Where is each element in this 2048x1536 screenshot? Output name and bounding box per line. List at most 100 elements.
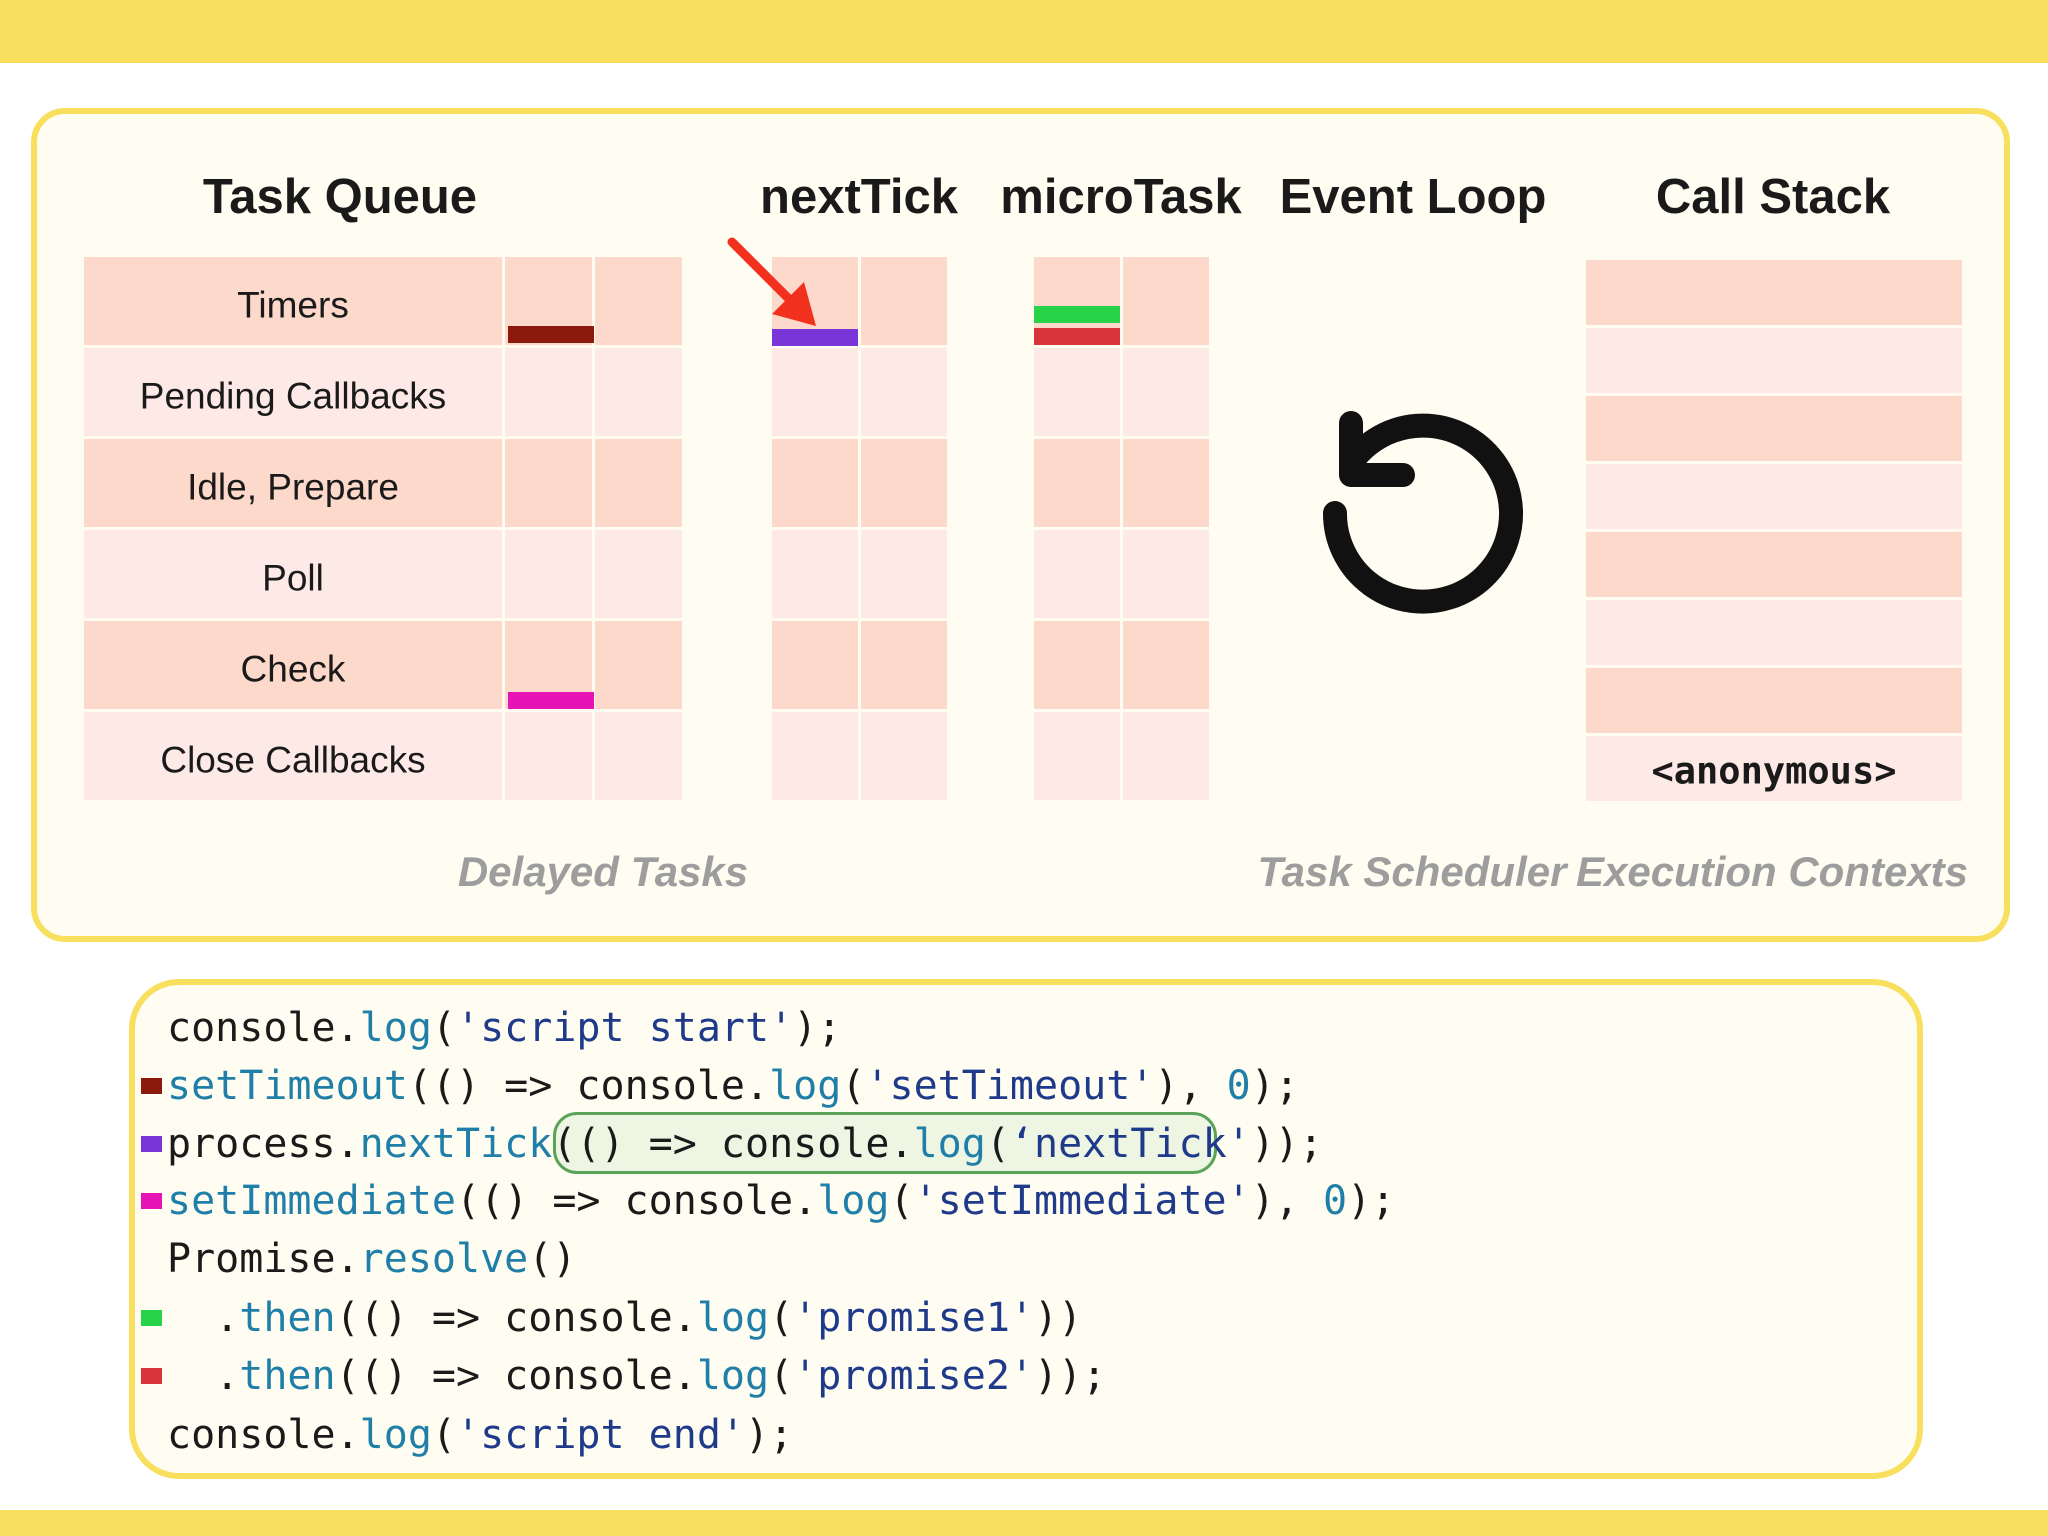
code-line-8: console.log('script end'); <box>167 1415 793 1455</box>
event-loop-heading: Event Loop <box>1279 170 1547 224</box>
task-queue-cell <box>505 439 592 527</box>
task-queue-cell <box>595 257 682 345</box>
code-token: console <box>167 1005 336 1051</box>
microtask-cell <box>1034 348 1120 436</box>
microtask-queued-promise1 <box>1034 306 1120 323</box>
code-token: () => console. <box>576 1121 914 1167</box>
microtask-cell <box>1034 439 1120 527</box>
code-token: ); <box>1347 1178 1396 1224</box>
nexttick-color-marker <box>141 1136 162 1152</box>
nexttick-cell <box>861 712 947 800</box>
code-token: ( <box>841 1063 866 1109</box>
code-token: . <box>167 1295 240 1341</box>
call-stack-heading: Call Stack <box>1655 170 1891 224</box>
task-queue-cell <box>595 530 682 618</box>
call-stack-frame <box>1586 736 1962 801</box>
phase-label-close-callbacks: Close Callbacks <box>160 739 426 781</box>
microtask-cell <box>1034 621 1120 709</box>
code-token: (() => console. <box>407 1063 770 1109</box>
code-token: ); <box>1274 1121 1323 1167</box>
call-stack-slot <box>1586 532 1962 597</box>
code-token: log <box>359 1412 432 1458</box>
task-queue-heading: Task Queue <box>202 170 478 224</box>
task-scheduler-caption: Task Scheduler <box>1257 848 1567 895</box>
code-token: ( <box>431 1005 457 1051</box>
code-token: setImmediate <box>167 1178 456 1224</box>
execution-contexts-caption: Execution Contexts <box>1575 848 1969 895</box>
code-token: console. <box>167 1412 360 1458</box>
microtask-cell <box>1034 530 1120 618</box>
phase-label-poll: Poll <box>262 557 324 599</box>
nexttick-cell <box>772 348 858 436</box>
call-stack-slot <box>1586 396 1962 461</box>
microtask-heading: microTask <box>1000 170 1242 224</box>
promise1-color-marker <box>141 1310 162 1326</box>
nexttick-callback-highlight <box>553 1112 1217 1174</box>
microtask-cell <box>1123 621 1209 709</box>
code-line-7: .then(() => console.log('promise2')); <box>167 1356 1106 1396</box>
delayed-tasks-caption: Delayed Tasks <box>457 848 749 895</box>
code-token: . <box>167 1353 240 1399</box>
task-queue-cell <box>84 348 502 436</box>
rotate-ccw-icon <box>1322 411 1523 614</box>
microtask-cell <box>1123 439 1209 527</box>
code-token: ( <box>552 1121 577 1167</box>
code-token: ( <box>769 1353 794 1399</box>
microtask-queued-promise2 <box>1034 328 1120 345</box>
bottom-banner <box>0 1510 2048 1536</box>
nexttick-cell <box>861 257 947 345</box>
task-queue-cell <box>595 621 682 709</box>
code-token: 'promise1' <box>793 1295 1034 1341</box>
code-token: ( <box>889 1178 914 1224</box>
code-token: then <box>239 1353 336 1399</box>
code-token: (() => console. <box>455 1178 818 1224</box>
code-token: 'script start' <box>456 1005 794 1051</box>
task-queue-cell <box>84 621 502 709</box>
code-token: log <box>696 1353 770 1399</box>
code-token: log <box>359 1005 432 1051</box>
code-token: log <box>817 1178 890 1224</box>
code-token: )); <box>1033 1353 1107 1399</box>
code-line-6: .then(() => console.log('promise1')) <box>167 1298 1082 1338</box>
nexttick-cell <box>772 621 858 709</box>
code-line-1: console.log('script start'); <box>167 1008 841 1048</box>
code-token: then <box>239 1295 336 1341</box>
code-token: 'promise2' <box>793 1353 1034 1399</box>
check-queued-task <box>508 692 594 709</box>
phase-label-check: Check <box>240 648 346 690</box>
code-token: resolve <box>359 1236 529 1282</box>
nexttick-queued-task <box>772 329 858 346</box>
code-line-5: Promise.resolve() <box>167 1239 576 1279</box>
nexttick-cell <box>861 439 947 527</box>
code-token: ); <box>793 1005 842 1051</box>
call-stack-slot <box>1586 260 1962 325</box>
code-token: 0 <box>1322 1178 1348 1224</box>
code-token: 0 <box>1226 1063 1251 1109</box>
settimeout-color-marker <box>141 1078 162 1094</box>
timers-queued-task <box>508 326 594 343</box>
phase-label-pending-callbacks: Pending Callbacks <box>139 375 447 417</box>
call-stack-slot <box>1586 328 1962 393</box>
call-stack-frame-anonymous: <anonymous> <box>1651 749 1897 793</box>
code-token: ) <box>1250 1121 1275 1167</box>
code-token: ‘nextTick' <box>1009 1121 1251 1167</box>
promise2-color-marker <box>141 1368 162 1384</box>
phase-label-timers: Timers <box>237 284 349 326</box>
code-panel <box>129 979 1923 1479</box>
microtask-cell <box>1123 530 1209 618</box>
task-queue-cell <box>505 530 592 618</box>
code-token: ( <box>985 1121 1010 1167</box>
code-token: ); <box>744 1412 794 1458</box>
code-line-3: process.nextTick(() => console.log(‘next… <box>167 1124 1323 1164</box>
call-stack-slot <box>1586 600 1962 665</box>
nexttick-cell <box>861 530 947 618</box>
code-token: ), <box>1154 1063 1227 1109</box>
task-queue-cell <box>505 712 592 800</box>
microtask-cell <box>1123 712 1209 800</box>
code-token: () <box>528 1236 577 1282</box>
code-token: Promise. <box>167 1236 360 1282</box>
task-queue-cell <box>84 712 502 800</box>
task-queue-cell <box>84 439 502 527</box>
nexttick-cell <box>861 348 947 436</box>
top-banner <box>0 0 2048 63</box>
